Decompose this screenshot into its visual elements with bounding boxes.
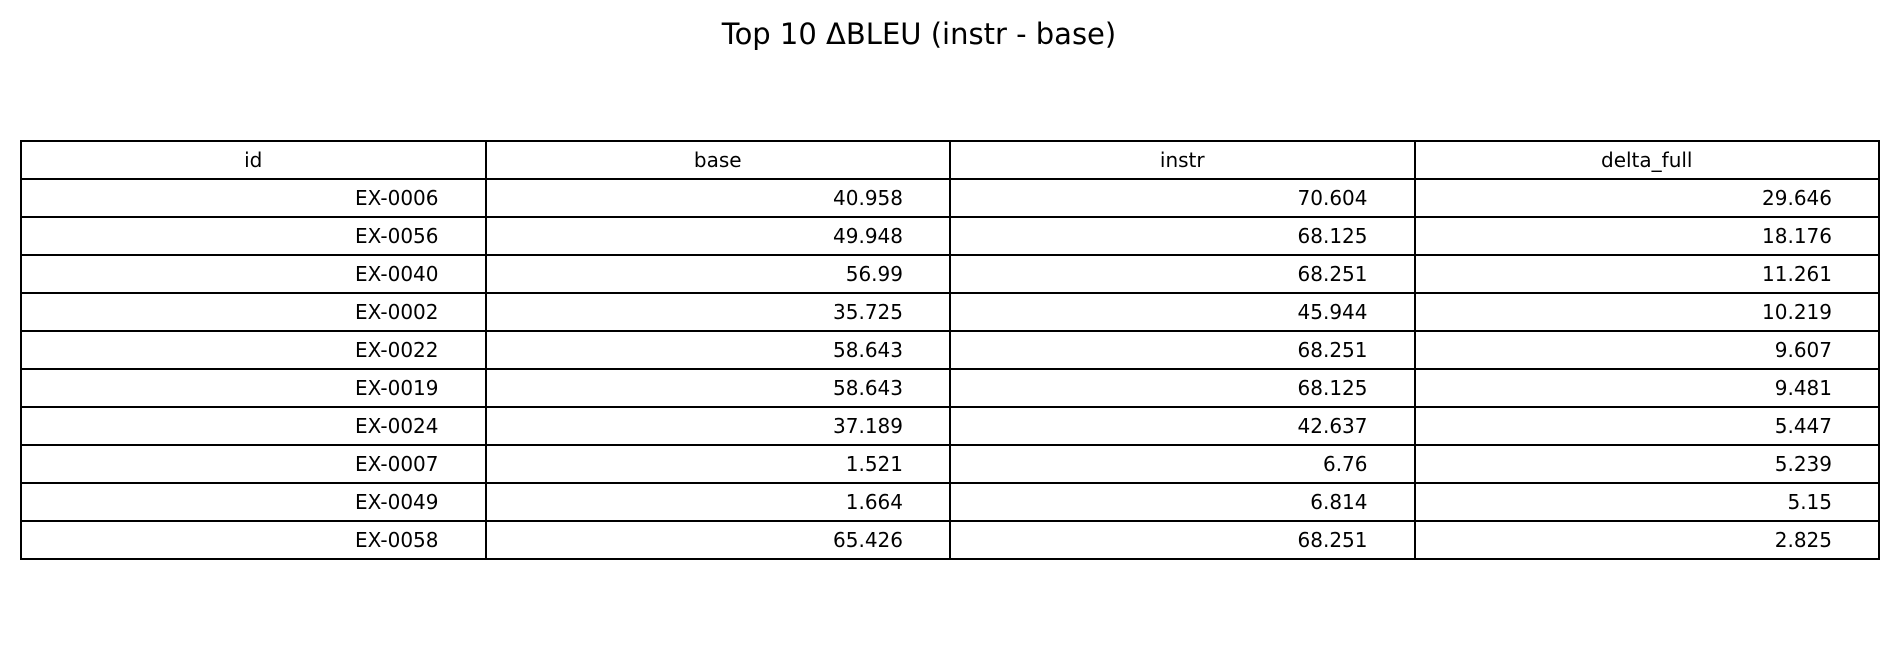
cell-id: EX-0006 xyxy=(20,178,487,218)
cell-delta-full: 2.825 xyxy=(1413,520,1880,560)
table-row: EX-0056 49.948 68.125 18.176 xyxy=(20,216,1880,256)
cell-base: 58.643 xyxy=(484,330,951,370)
cell-instr: 68.251 xyxy=(949,254,1416,294)
data-table: id base instr delta_full EX-0006 40.958 … xyxy=(20,140,1880,560)
table-row: EX-0022 58.643 68.251 9.607 xyxy=(20,330,1880,370)
table-row: EX-0002 35.725 45.944 10.219 xyxy=(20,292,1880,332)
column-header-id: id xyxy=(20,140,487,180)
cell-delta-full: 29.646 xyxy=(1413,178,1880,218)
cell-id: EX-0019 xyxy=(20,368,487,408)
cell-id: EX-0022 xyxy=(20,330,487,370)
column-header-delta-full: delta_full xyxy=(1413,140,1880,180)
cell-base: 1.664 xyxy=(484,482,951,522)
cell-instr: 70.604 xyxy=(949,178,1416,218)
cell-delta-full: 5.15 xyxy=(1413,482,1880,522)
cell-delta-full: 5.239 xyxy=(1413,444,1880,484)
table-body: EX-0006 40.958 70.604 29.646 EX-0056 49.… xyxy=(20,178,1880,560)
cell-base: 40.958 xyxy=(484,178,951,218)
header-row: id base instr delta_full xyxy=(20,140,1880,180)
cell-base: 35.725 xyxy=(484,292,951,332)
cell-id: EX-0058 xyxy=(20,520,487,560)
table-row: EX-0019 58.643 68.125 9.481 xyxy=(20,368,1880,408)
cell-base: 56.99 xyxy=(484,254,951,294)
table-row: EX-0024 37.189 42.637 5.447 xyxy=(20,406,1880,446)
cell-instr: 42.637 xyxy=(949,406,1416,446)
cell-instr: 6.76 xyxy=(949,444,1416,484)
table-row: EX-0049 1.664 6.814 5.15 xyxy=(20,482,1880,522)
cell-id: EX-0007 xyxy=(20,444,487,484)
cell-delta-full: 9.607 xyxy=(1413,330,1880,370)
cell-base: 1.521 xyxy=(484,444,951,484)
cell-delta-full: 10.219 xyxy=(1413,292,1880,332)
column-header-base: base xyxy=(484,140,951,180)
table-row: EX-0007 1.521 6.76 5.239 xyxy=(20,444,1880,484)
cell-instr: 6.814 xyxy=(949,482,1416,522)
cell-delta-full: 5.447 xyxy=(1413,406,1880,446)
chart-title: Top 10 ΔBLEU (instr - base) xyxy=(721,17,1117,51)
cell-instr: 68.251 xyxy=(949,520,1416,560)
cell-id: EX-0002 xyxy=(20,292,487,332)
cell-instr: 45.944 xyxy=(949,292,1416,332)
cell-id: EX-0040 xyxy=(20,254,487,294)
cell-base: 49.948 xyxy=(484,216,951,256)
table-row: EX-0006 40.958 70.604 29.646 xyxy=(20,178,1880,218)
cell-id: EX-0056 xyxy=(20,216,487,256)
cell-base: 58.643 xyxy=(484,368,951,408)
cell-id: EX-0024 xyxy=(20,406,487,446)
cell-instr: 68.125 xyxy=(949,368,1416,408)
table-row: EX-0058 65.426 68.251 2.825 xyxy=(20,520,1880,560)
cell-delta-full: 11.261 xyxy=(1413,254,1880,294)
cell-base: 37.189 xyxy=(484,406,951,446)
column-header-instr: instr xyxy=(949,140,1416,180)
table-container: id base instr delta_full EX-0006 40.958 … xyxy=(20,140,1880,560)
cell-instr: 68.125 xyxy=(949,216,1416,256)
cell-id: EX-0049 xyxy=(20,482,487,522)
cell-base: 65.426 xyxy=(484,520,951,560)
table-row: EX-0040 56.99 68.251 11.261 xyxy=(20,254,1880,294)
cell-delta-full: 9.481 xyxy=(1413,368,1880,408)
cell-instr: 68.251 xyxy=(949,330,1416,370)
cell-delta-full: 18.176 xyxy=(1413,216,1880,256)
